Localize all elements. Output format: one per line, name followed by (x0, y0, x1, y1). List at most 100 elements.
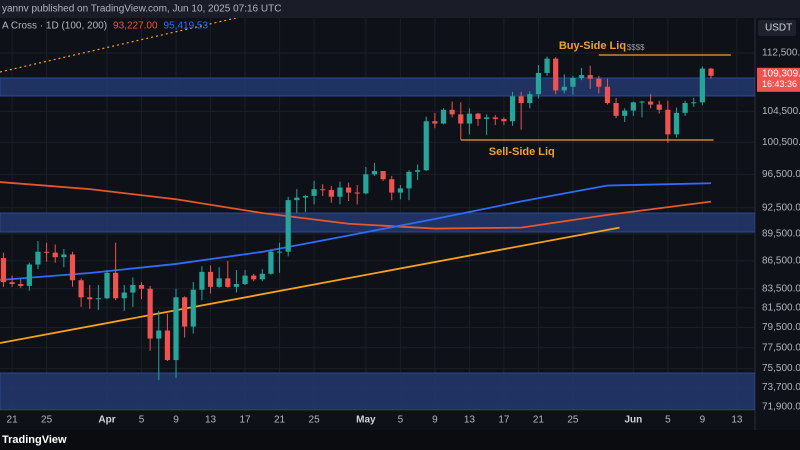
countdown: 16:43:36 (762, 79, 797, 89)
candle-body (570, 77, 576, 87)
price-zone (0, 212, 755, 233)
candle-body (69, 254, 76, 281)
price-zone (0, 77, 755, 97)
y-tick-label: 73,700.00 (762, 382, 800, 393)
top-bar (0, 0, 800, 18)
candle-body (389, 179, 395, 193)
x-tick-label: 21 (533, 415, 545, 426)
x-tick-label: 13 (731, 415, 743, 426)
level-label: Sell-Side Liq (489, 146, 555, 158)
level-marker: $$$$ (627, 43, 645, 52)
candle-body (673, 112, 680, 135)
candle-body (0, 258, 7, 283)
candle-body (561, 86, 567, 91)
price-zone (0, 372, 755, 410)
y-tick-label: 112,500.00 (762, 48, 800, 59)
candle-body (656, 104, 662, 110)
candle-body (682, 103, 688, 113)
trendline (0, 18, 239, 73)
price-tag-label: 109,309.4 (762, 68, 800, 79)
candle-body (363, 174, 369, 194)
candle-body (527, 94, 533, 104)
candle-body (52, 252, 58, 258)
candle-body (138, 284, 145, 289)
candle-body (328, 190, 334, 197)
candle-body (622, 110, 628, 116)
candle-body (432, 121, 438, 124)
x-tick-label: 17 (239, 415, 251, 426)
level-label: Buy-Side Liq (559, 40, 626, 52)
x-tick-label: 5 (139, 415, 145, 426)
price-tag (757, 67, 800, 92)
candle-body (639, 101, 645, 103)
candle-body (104, 272, 110, 299)
candle-body (259, 273, 265, 280)
candle-body (130, 284, 136, 293)
candle-body (320, 189, 326, 191)
x-tick-label: 25 (567, 415, 579, 426)
candle-body (113, 272, 119, 299)
x-tick-label: Apr (98, 415, 115, 426)
currency: USDT (765, 23, 792, 34)
y-tick-label: 100,500.00 (762, 137, 800, 148)
x-tick-label: May (356, 415, 376, 426)
x-tick-label: 9 (700, 415, 706, 426)
candle-body (544, 58, 550, 73)
y-tick-label: 96,500.00 (762, 169, 800, 180)
plot-area (0, 18, 755, 410)
candle-body (397, 188, 403, 193)
y-tick-label: 89,500.00 (762, 229, 800, 240)
candle-body (251, 275, 257, 280)
candle-body (449, 109, 455, 115)
y-tick-label: 79,500.00 (762, 322, 800, 333)
candle-body (294, 197, 300, 201)
candle-body (199, 271, 205, 290)
candle-body (596, 78, 602, 87)
moving-average (0, 181, 712, 230)
candle-body (164, 330, 170, 361)
candle-body (225, 278, 231, 287)
candle-body (501, 118, 507, 122)
candle-body (121, 292, 127, 299)
x-tick-label: 5 (398, 415, 404, 426)
candle-body (630, 102, 636, 111)
candle-body (699, 68, 705, 103)
candle-body (345, 187, 352, 193)
candle-body (190, 289, 196, 327)
y-tick-label: 92,500.00 (762, 202, 800, 213)
x-tick-label: 21 (274, 415, 286, 426)
candle-body (423, 121, 429, 171)
candle-body (233, 284, 240, 287)
candle-body (9, 282, 15, 285)
candle-body (518, 96, 524, 104)
candle-body (458, 114, 464, 124)
x-tick-label: 5 (665, 415, 671, 426)
candle-body (466, 113, 472, 124)
candle-body (156, 330, 162, 339)
x-tick-label: 13 (205, 415, 217, 426)
indicator-value: 95,419.53 (164, 21, 209, 32)
candle-body (182, 297, 188, 327)
candle-body (173, 297, 179, 361)
candle-body (43, 251, 50, 253)
candle-body (440, 109, 447, 124)
currency-box (758, 20, 796, 36)
trendline (0, 226, 620, 344)
candle-body (578, 75, 585, 78)
x-tick-label: 25 (41, 415, 53, 426)
candle-body (268, 251, 274, 274)
candle-body (492, 117, 498, 119)
indicator-value: 93,227.00 (113, 21, 158, 32)
candle-body (276, 251, 283, 253)
candle-body (371, 171, 378, 175)
candle-body (337, 187, 343, 197)
candle-body (311, 189, 317, 196)
candle-body (87, 297, 93, 300)
footer-bar (0, 430, 800, 450)
candle-body (380, 171, 386, 180)
x-tick-label: 25 (309, 415, 321, 426)
candle-body (647, 101, 654, 105)
candle-body (147, 288, 153, 339)
x-tick-label: 13 (464, 415, 476, 426)
y-tick-label: 75,500.00 (762, 363, 800, 374)
